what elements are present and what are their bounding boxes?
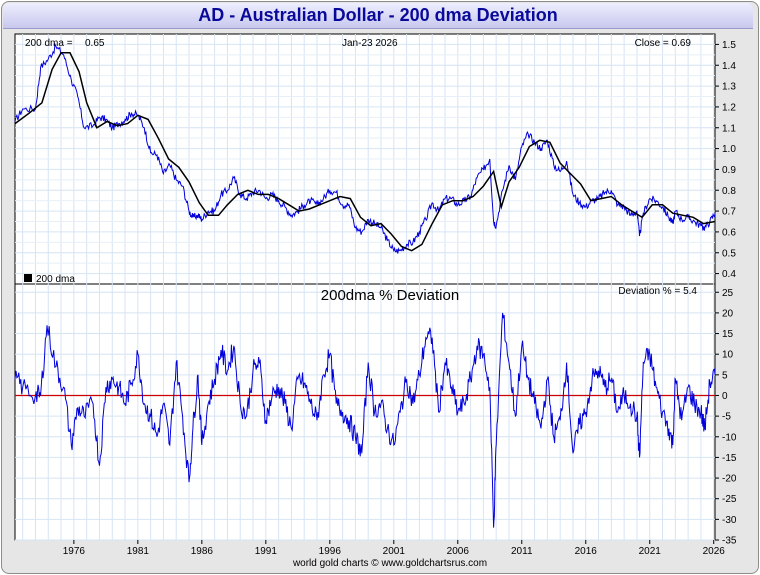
x-tick-label: 2011 — [511, 546, 533, 557]
y-tick-label-dev: -35 — [722, 536, 737, 547]
y-tick-label-dev: 15 — [722, 329, 734, 340]
y-tick-label-price: 1.4 — [722, 61, 736, 72]
dma-label: 200 dma = — [25, 38, 73, 49]
close-label: Close = 0.69 — [635, 38, 692, 49]
y-tick-label-price: 1.3 — [722, 82, 736, 93]
deviation-line — [14, 312, 716, 528]
price-line — [14, 42, 716, 254]
y-tick-label-price: 0.6 — [722, 227, 736, 238]
footer-credit: world gold charts © www.goldchartsrus.co… — [292, 558, 487, 569]
y-tick-label-price: 0.8 — [722, 186, 736, 197]
y-tick-label-dev: 25 — [722, 288, 734, 299]
x-tick-label: 1976 — [63, 546, 86, 557]
y-tick-label-price: 1.0 — [722, 144, 736, 155]
x-tick-label: 2001 — [383, 546, 406, 557]
dma-line — [14, 52, 716, 252]
x-tick-label: 1986 — [191, 546, 214, 557]
y-tick-label-dev: -5 — [722, 412, 731, 423]
y-tick-label-dev: 20 — [722, 308, 734, 319]
x-tick-label: 1991 — [255, 546, 278, 557]
y-tick-label-price: 0.9 — [722, 165, 736, 176]
title-bar: AD - Australian Dollar - 200 dma Deviati… — [3, 3, 753, 29]
legend-swatch-dma — [24, 274, 32, 282]
x-tick-label: 2021 — [639, 546, 662, 557]
dma-value: 0.65 — [85, 38, 105, 49]
y-tick-label-dev: 0 — [722, 391, 728, 402]
y-tick-label-dev: -15 — [722, 453, 737, 464]
y-tick-label-dev: -30 — [722, 515, 737, 526]
x-tick-label: 1996 — [319, 546, 342, 557]
y-tick-label-price: 1.2 — [722, 102, 736, 113]
x-tick-label: 2006 — [447, 546, 470, 557]
y-tick-label-price: 0.4 — [722, 269, 736, 280]
y-tick-label-price: 0.5 — [722, 248, 736, 259]
y-tick-label-price: 0.7 — [722, 207, 736, 218]
legend-label-dma: 200 dma — [36, 274, 75, 285]
y-tick-label-dev: -10 — [722, 432, 737, 443]
x-tick-label: 1981 — [127, 546, 150, 557]
chart-title: AD - Australian Dollar - 200 dma Deviati… — [198, 5, 558, 25]
deviation-panel — [14, 283, 716, 541]
date-label: Jan-23 2026 — [342, 38, 398, 49]
y-tick-label-dev: -20 — [722, 474, 737, 485]
y-tick-label-dev: 10 — [722, 350, 734, 361]
series-layer — [14, 42, 716, 528]
y-tick-label-dev: -25 — [722, 494, 737, 505]
y-tick-label-price: 1.1 — [722, 123, 736, 134]
axis-labels: 1.5 1.4 1.3 1.2 1.1 1.0 0.9 0.8 0.7 0.6 0.5 0.4 25 20… — [63, 40, 737, 557]
deviation-panel-title: 200dma % Deviation — [321, 287, 459, 304]
deviation-label: Deviation % = 5.4 — [618, 286, 697, 297]
x-tick-label: 2026 — [703, 546, 726, 557]
y-tick-label-dev: 5 — [722, 370, 728, 381]
y-tick-label-price: 1.5 — [722, 40, 736, 51]
x-tick-label: 2016 — [575, 546, 598, 557]
